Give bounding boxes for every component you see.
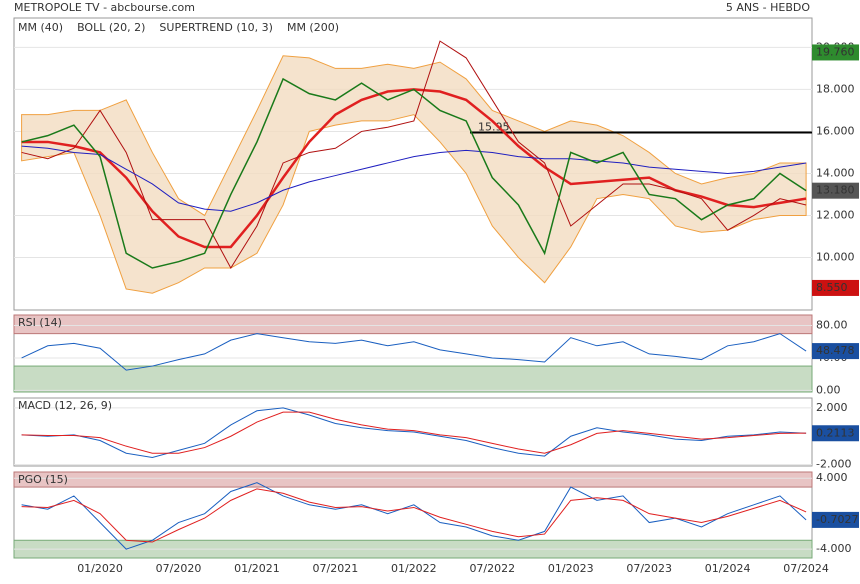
x-tick-label: 01/2023 — [548, 562, 594, 575]
legend-entry: MM (200) — [287, 21, 339, 34]
series-line — [21, 407, 807, 459]
y-tick-label: 0.00 — [816, 383, 841, 396]
y-tick-label: 2.000 — [816, 401, 848, 414]
value-badge-label: 19.760 — [816, 45, 855, 58]
y-tick-label: 80.00 — [816, 319, 848, 332]
x-tick-label: 01/2020 — [77, 562, 123, 575]
series-line — [21, 40, 807, 269]
value-badge-label: -0.7027 — [816, 513, 858, 526]
panel-label: PGO (15) — [18, 473, 68, 486]
legend-entry: SUPERTREND (10, 3) — [159, 21, 273, 34]
panel-label: RSI (14) — [18, 316, 62, 329]
value-badge-label: 13.180 — [816, 184, 855, 197]
panel-label: MACD (12, 26, 9) — [18, 399, 112, 412]
y-tick-label: 14.000 — [816, 166, 855, 179]
overbought-zone — [13, 314, 813, 335]
period: 5 ANS - HEBDO — [726, 1, 810, 14]
legend-entry: MM (40) — [18, 21, 63, 34]
value-badge — [812, 511, 859, 528]
x-tick-label: 01/2024 — [705, 562, 751, 575]
value-badge-label: 0.2113 — [816, 426, 855, 439]
value-badge-label: 8.550 — [816, 281, 848, 294]
y-tick-label: -4.000 — [816, 542, 851, 555]
value-badge — [812, 343, 859, 360]
y-tick-label: 18.000 — [816, 82, 855, 95]
x-tick-label: 07/2021 — [313, 562, 359, 575]
x-tick-label: 07/2023 — [626, 562, 672, 575]
legend-entry: BOLL (20, 2) — [77, 21, 145, 34]
y-tick-label: 10.000 — [816, 250, 855, 263]
value-badge — [812, 44, 859, 61]
value-badge — [812, 425, 859, 442]
bollinger-band — [21, 55, 807, 294]
y-tick-label: 16.000 — [816, 124, 855, 137]
value-badge — [812, 279, 859, 296]
y-tick-label: 4.000 — [816, 471, 848, 484]
x-tick-label: 07/2024 — [783, 562, 829, 575]
series-line — [21, 488, 807, 543]
x-tick-label: 07/2020 — [156, 562, 202, 575]
x-tick-label: 01/2021 — [234, 562, 280, 575]
series-line — [21, 145, 807, 212]
value-badge — [812, 182, 859, 199]
x-tick-label: 01/2022 — [391, 562, 437, 575]
chart-title: METROPOLE TV - abcbourse.com — [14, 1, 195, 14]
value-badge-label: 48.478 — [816, 344, 855, 357]
series-line — [21, 333, 807, 371]
overbought-zone — [13, 471, 813, 488]
y-tick-label: 12.000 — [816, 208, 855, 221]
x-tick-label: 07/2022 — [469, 562, 515, 575]
series-line — [21, 77, 807, 269]
series-line — [21, 411, 807, 454]
y-tick-label: -2.000 — [816, 458, 851, 471]
oversold-zone — [13, 365, 813, 393]
